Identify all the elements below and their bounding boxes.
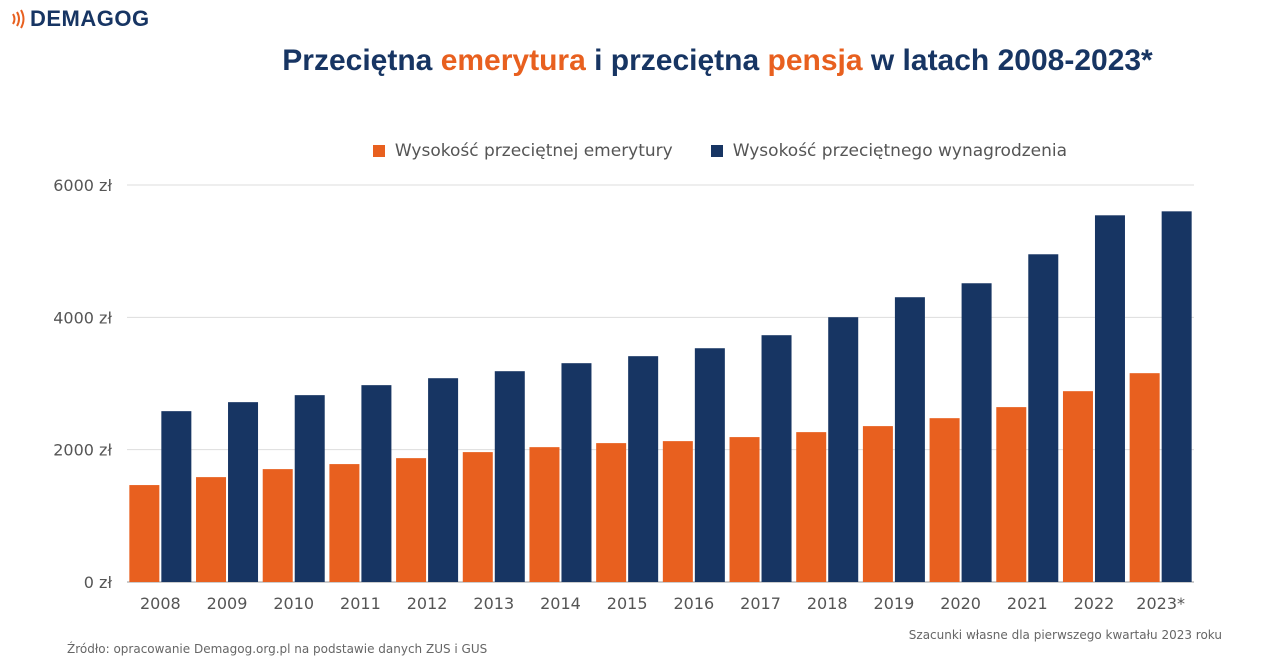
x-tick-label: 2020	[940, 594, 981, 613]
title-highlight-pension: emerytura	[440, 44, 586, 77]
legend: Wysokość przeciętnej emerytury Wysokość …	[0, 141, 1280, 161]
x-tick-label: 2008	[140, 594, 181, 613]
y-tick-label: 2000 zł	[53, 441, 112, 460]
logo: DEMAGOG	[10, 6, 150, 32]
bar-pension	[329, 464, 360, 582]
bar-pension	[1062, 391, 1093, 582]
x-tick-label: 2013	[473, 594, 514, 613]
source-note: Źródło: opracowanie Demagog.org.pl na po…	[67, 642, 488, 656]
bar-pension	[262, 469, 293, 582]
bar-pension	[796, 432, 827, 582]
title-part: w latach 2008-2023*	[862, 44, 1153, 77]
x-tick-label: 2015	[607, 594, 648, 613]
x-tick-label: 2016	[673, 594, 714, 613]
bar-salary	[228, 402, 259, 582]
bar-pension	[129, 485, 160, 582]
bar-pension	[196, 477, 227, 582]
bar-pension	[929, 418, 960, 582]
title-highlight-salary: pensja	[767, 44, 863, 77]
bar-salary	[694, 348, 725, 582]
x-tick-label: 2017	[740, 594, 781, 613]
legend-item-salary: Wysokość przeciętnego wynagrodzenia	[710, 141, 1068, 161]
legend-swatch	[372, 145, 385, 157]
legend-swatch	[710, 145, 723, 157]
bar-pension	[862, 426, 893, 582]
legend-label: Wysokość przeciętnego wynagrodzenia	[732, 141, 1068, 161]
title-part: Przeciętna	[282, 44, 441, 77]
bar-pension	[996, 407, 1027, 582]
bar-salary	[628, 356, 659, 582]
bar-pension	[596, 443, 627, 582]
x-tick-label: 2019	[874, 594, 915, 613]
bar-salary	[1028, 254, 1059, 583]
x-tick-label: 2021	[1007, 594, 1048, 613]
bar-salary	[894, 297, 925, 582]
bar-salary	[828, 317, 859, 582]
bar-salary	[361, 385, 392, 582]
bar-pension	[662, 441, 693, 582]
chart-title: Przeciętna emerytura i przeciętna pensja…	[0, 44, 1280, 78]
signal-icon	[12, 9, 25, 29]
bar-salary	[428, 378, 459, 582]
bar-salary	[561, 363, 592, 582]
x-tick-label: 2018	[807, 594, 848, 613]
bar-pension	[396, 458, 427, 582]
legend-label: Wysokość przeciętnej emerytury	[394, 141, 673, 161]
bar-pension	[462, 452, 493, 582]
estimate-note: Szacunki własne dla pierwszego kwartału …	[908, 628, 1222, 642]
bar-salary	[1094, 215, 1125, 583]
bar-salary	[494, 371, 525, 582]
logo-text: DEMAGOG	[30, 6, 150, 31]
y-tick-label: 4000 zł	[53, 308, 112, 327]
bar-salary	[294, 395, 325, 582]
x-tick-label: 2022	[1074, 594, 1115, 613]
bar-salary	[161, 411, 192, 582]
x-tick-label: 2014	[540, 594, 581, 613]
y-tick-label: 0 zł	[84, 573, 113, 592]
x-tick-label: 2010	[273, 594, 314, 613]
bar-salary	[961, 283, 992, 582]
x-tick-label: 2012	[407, 594, 448, 613]
bar-pension	[529, 447, 560, 582]
legend-item-pension: Wysokość przeciętnej emerytury	[372, 141, 673, 161]
title-part: i przeciętna	[585, 44, 768, 77]
x-tick-label: 2011	[340, 594, 381, 613]
x-tick-label: 2023*	[1136, 594, 1185, 613]
x-tick-label: 2009	[207, 594, 248, 613]
bar-pension	[1129, 373, 1160, 582]
bar-pension	[729, 437, 760, 582]
bar-salary	[761, 335, 792, 582]
bar-salary	[1161, 211, 1192, 582]
y-tick-label: 6000 zł	[53, 176, 112, 195]
